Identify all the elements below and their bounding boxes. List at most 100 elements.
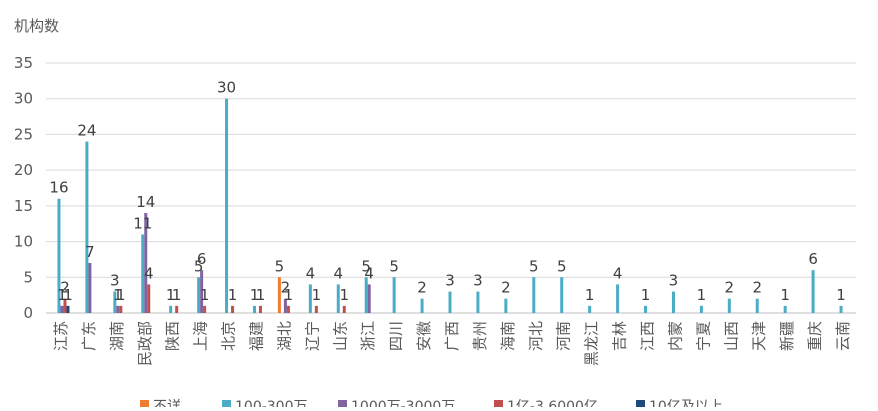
legend: 不详 100-300万 1000万-3000万 1亿-3.6000亿 10亿及以上	[140, 399, 723, 411]
bar	[225, 98, 229, 313]
x-tick-label: 浙江	[359, 321, 377, 351]
data-label: 1	[256, 286, 266, 304]
x-tick-label: 四川	[387, 321, 405, 351]
bar	[560, 277, 564, 313]
data-label: 7	[85, 243, 95, 261]
y-axis-title: 机构数	[14, 17, 59, 35]
gridlines	[46, 62, 856, 314]
bar	[175, 305, 179, 313]
data-label: 4	[613, 264, 623, 282]
data-label: 2	[725, 279, 735, 297]
bar	[200, 270, 204, 313]
x-tick-label: 内蒙	[666, 321, 684, 351]
x-tick-label: 湖南	[108, 321, 126, 351]
bar	[277, 277, 281, 313]
bar	[57, 198, 61, 313]
x-tick-label: 湖北	[275, 321, 293, 351]
bar	[63, 298, 67, 313]
bar	[392, 277, 396, 313]
y-tick-label: 5	[23, 268, 33, 286]
legend-swatch	[140, 400, 149, 409]
data-label: 4	[306, 264, 316, 282]
bar	[88, 263, 92, 313]
data-label: 1	[200, 286, 210, 304]
bar-series	[57, 98, 843, 313]
legend-swatch	[222, 400, 231, 409]
data-label: 1	[250, 286, 260, 304]
data-label: 1	[228, 286, 238, 304]
data-label: 3	[445, 272, 455, 290]
bar	[811, 270, 815, 313]
bar	[141, 234, 145, 313]
bar	[616, 284, 620, 313]
bar	[699, 305, 703, 313]
bar	[203, 305, 207, 313]
data-label: 1	[63, 286, 73, 304]
legend-label: 不详	[153, 399, 181, 407]
bar	[342, 305, 346, 313]
data-label: 3	[110, 272, 120, 290]
data-label: 5	[275, 257, 285, 275]
x-tick-label: 贵州	[471, 321, 489, 351]
bar	[336, 284, 340, 313]
legend-swatch	[636, 400, 645, 409]
data-label: 1	[312, 286, 322, 304]
bar	[644, 305, 648, 313]
x-tick-label: 黑龙江	[583, 321, 601, 366]
x-tick-label: 海南	[499, 321, 517, 351]
data-label: 4	[334, 264, 344, 282]
x-tick-label: 天津	[750, 321, 768, 351]
data-label: 1	[585, 286, 595, 304]
data-label: 2	[60, 279, 70, 297]
bar	[66, 305, 70, 313]
data-label: 6	[808, 250, 818, 268]
data-label: 1	[172, 286, 182, 304]
x-tick-label: 辽宁	[303, 321, 321, 351]
bar	[727, 298, 731, 313]
data-label: 30	[217, 79, 236, 97]
data-label: 24	[77, 122, 96, 140]
bar	[448, 291, 452, 313]
data-label: 3	[473, 272, 483, 290]
x-tick-label: 山东	[331, 321, 349, 351]
x-tick-label: 陕西	[164, 321, 182, 351]
x-tick-label: 新疆	[778, 321, 796, 351]
data-label: 16	[49, 179, 68, 197]
bar	[671, 291, 675, 313]
y-tick-label: 0	[23, 304, 33, 322]
bar	[113, 291, 117, 313]
data-label: 1	[284, 286, 294, 304]
legend-label: 100-300万	[235, 399, 308, 407]
bar	[283, 298, 287, 313]
data-label: 11	[133, 214, 152, 232]
legend-label: 1亿-3.6000亿	[507, 399, 598, 407]
data-label: 5	[361, 257, 371, 275]
legend-swatch	[494, 400, 503, 409]
data-label: 4	[144, 264, 154, 282]
data-label: 1	[57, 286, 67, 304]
data-label: 5	[529, 257, 539, 275]
data-label: 14	[136, 193, 155, 211]
bar	[588, 305, 592, 313]
data-label: 6	[197, 250, 207, 268]
x-tick-label: 广西	[443, 321, 461, 351]
bar	[476, 291, 480, 313]
bar	[252, 305, 256, 313]
bar	[783, 305, 787, 313]
y-tick-label: 35	[14, 54, 33, 72]
data-label: 1	[116, 286, 126, 304]
x-tick-label: 广东	[80, 321, 98, 351]
bar	[364, 277, 368, 313]
data-label: 1	[780, 286, 790, 304]
data-label: 3	[669, 272, 679, 290]
bar	[197, 277, 201, 313]
data-label: 5	[389, 257, 399, 275]
legend-label: 10亿及以上	[649, 399, 723, 407]
x-tick-label: 江西	[639, 321, 657, 351]
data-label: 2	[417, 279, 427, 297]
data-label: 1	[836, 286, 846, 304]
bar	[839, 305, 843, 313]
data-label: 1	[340, 286, 350, 304]
bar	[314, 305, 318, 313]
